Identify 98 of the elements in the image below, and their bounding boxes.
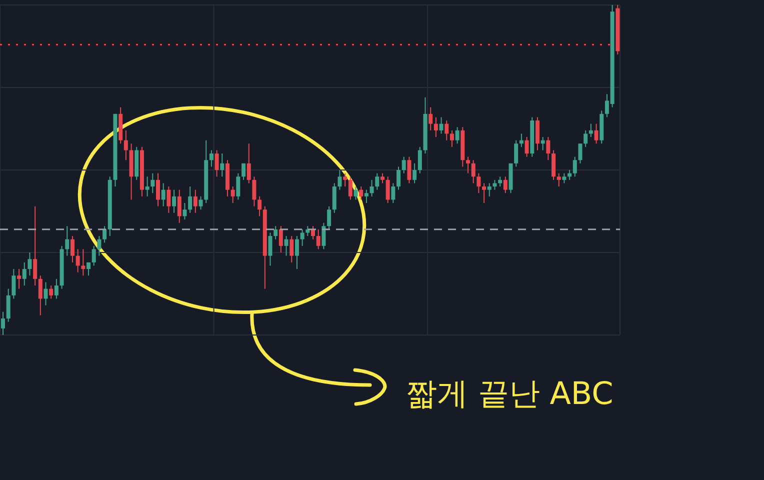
candlestick [311, 226, 315, 240]
candlestick [236, 172, 240, 200]
candlestick [338, 170, 342, 190]
candlestick [391, 182, 396, 204]
candlestick [402, 156, 406, 174]
candlestick [370, 179, 374, 197]
candlestick [182, 202, 187, 220]
candlestick [348, 176, 352, 200]
candlestick [375, 172, 380, 190]
candlestick [444, 120, 449, 141]
candlestick [380, 172, 384, 184]
candlestick [568, 170, 572, 180]
candlestick [364, 189, 368, 204]
candlestick [503, 176, 508, 194]
candlestick [546, 136, 550, 161]
candlestick [65, 226, 70, 256]
candlestick [471, 160, 476, 184]
candlestick [514, 140, 518, 168]
candlestick [258, 196, 262, 217]
candlestick [540, 136, 545, 151]
candlestick [428, 106, 433, 131]
candlestick [562, 172, 566, 184]
candlestick [242, 162, 246, 180]
candlestick [22, 262, 26, 286]
candlestick [343, 172, 348, 187]
candlestick [166, 186, 171, 214]
candlestick [198, 196, 203, 210]
candlestick [359, 186, 364, 200]
candlestick [552, 150, 556, 180]
candlestick [482, 182, 486, 204]
candlestick [476, 172, 481, 194]
candlestick [54, 278, 58, 300]
candlestick [327, 206, 332, 230]
candlestick [220, 153, 224, 178]
candlestick [487, 182, 492, 197]
candlestick [584, 130, 588, 148]
candlestick [33, 206, 38, 286]
candlestick [354, 186, 358, 200]
candlestick [76, 248, 80, 273]
candlestick [209, 150, 214, 168]
candlestick [124, 130, 128, 161]
candlestick [86, 262, 91, 276]
candlestick [407, 156, 412, 184]
candlestick [172, 189, 176, 214]
candlestick [150, 172, 155, 194]
candlestick [81, 248, 86, 276]
candlestick [70, 236, 74, 263]
candlestick [246, 143, 251, 184]
candlestick [588, 123, 593, 138]
candlestick [535, 116, 540, 151]
candlestick [49, 285, 54, 300]
candlestick [396, 166, 401, 190]
candlestick [161, 182, 166, 207]
candlestick [519, 133, 524, 148]
text: 짧게 끝난 ABC [406, 375, 614, 414]
candlestick [177, 189, 182, 224]
candlestick [17, 268, 22, 290]
candlestick [12, 268, 16, 300]
candlestick [578, 143, 582, 164]
candlestick [214, 150, 219, 178]
candlestick [28, 252, 32, 276]
candlestick [300, 228, 304, 246]
candlestick [594, 123, 598, 144]
candlestick [466, 156, 470, 174]
candlestick [556, 172, 561, 187]
candlestick [386, 176, 390, 204]
candlestick [145, 176, 150, 197]
candlestick [418, 146, 422, 174]
candlestick [434, 116, 438, 138]
candlestick [492, 179, 497, 190]
candlestick [524, 136, 529, 158]
candlestick [193, 189, 198, 214]
candlestick [316, 228, 320, 250]
candlestick [278, 226, 283, 253]
candlestick [97, 236, 102, 256]
candlestick [274, 226, 278, 240]
candlestick [188, 186, 192, 214]
candlestick [284, 236, 288, 256]
candlestick [332, 182, 336, 214]
candlestick [498, 176, 502, 187]
candlestick [322, 222, 326, 250]
candlestick [1, 311, 5, 335]
candlestick [268, 232, 272, 266]
candlestick [412, 162, 417, 184]
candlestick [252, 176, 256, 207]
candlestick [450, 130, 454, 148]
candlestick [102, 226, 107, 244]
candlestick [290, 236, 294, 263]
candlestick [44, 282, 48, 306]
candlestick [294, 236, 299, 270]
candlestick [572, 156, 577, 178]
candlestick [455, 126, 460, 144]
candlestick [156, 172, 160, 207]
candlestick [38, 275, 42, 316]
candlestick [6, 288, 10, 322]
candlestick [92, 245, 96, 266]
candlestick [230, 186, 235, 204]
candlestick [439, 116, 444, 134]
